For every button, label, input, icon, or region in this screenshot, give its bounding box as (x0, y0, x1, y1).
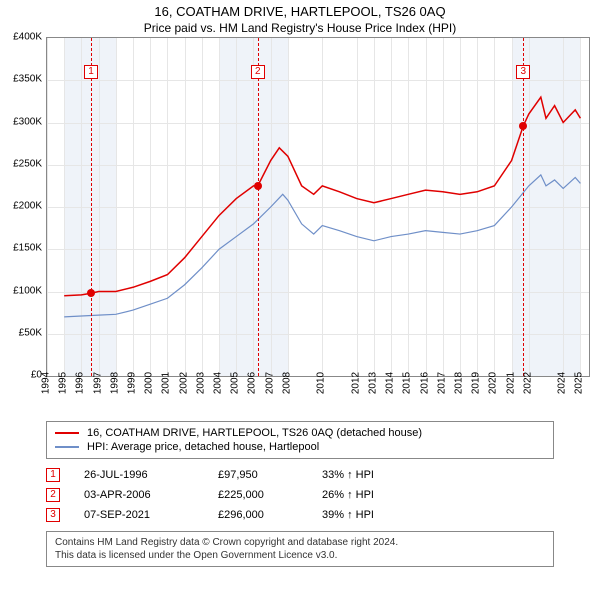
x-tick-label: 2019 (471, 372, 482, 394)
sale-dot (519, 122, 527, 130)
sale-row: 2 03-APR-2006 £225,000 26% ↑ HPI (46, 485, 554, 505)
sale-vline (258, 38, 259, 376)
legend: 16, COATHAM DRIVE, HARTLEPOOL, TS26 0AQ … (46, 421, 554, 459)
x-tick-label: 2002 (178, 372, 189, 394)
legend-label: HPI: Average price, detached house, Hart… (87, 441, 319, 453)
y-tick-label: £100K (13, 285, 42, 296)
sale-delta: 26% ↑ HPI (322, 489, 412, 501)
legend-swatch (55, 432, 79, 434)
sale-badge: 1 (46, 468, 60, 482)
y-tick-label: £50K (19, 327, 42, 338)
x-tick-label: 2005 (230, 372, 241, 394)
x-tick-label: 2025 (574, 372, 585, 394)
sale-vline (91, 38, 92, 376)
page-title: 16, COATHAM DRIVE, HARTLEPOOL, TS26 0AQ (0, 4, 600, 19)
x-tick-label: 1995 (58, 372, 69, 394)
titles-block: 16, COATHAM DRIVE, HARTLEPOOL, TS26 0AQ … (0, 0, 600, 37)
x-tick-label: 2016 (419, 372, 430, 394)
sale-marker-badge: 1 (84, 65, 98, 79)
x-tick-label: 2017 (436, 372, 447, 394)
chart-area: £0£50K£100K£150K£200K£250K£300K£350K£400… (0, 37, 600, 417)
sale-marker-badge: 3 (516, 65, 530, 79)
sale-delta: 39% ↑ HPI (322, 509, 412, 521)
x-tick-label: 2024 (557, 372, 568, 394)
legend-row: HPI: Average price, detached house, Hart… (55, 440, 545, 454)
legend-row: 16, COATHAM DRIVE, HARTLEPOOL, TS26 0AQ … (55, 426, 545, 440)
chart-container: 16, COATHAM DRIVE, HARTLEPOOL, TS26 0AQ … (0, 0, 600, 590)
x-tick-label: 1998 (109, 372, 120, 394)
sale-date: 03-APR-2006 (84, 489, 194, 501)
x-tick-label: 2001 (161, 372, 172, 394)
x-tick-label: 2010 (316, 372, 327, 394)
x-tick-label: 1997 (92, 372, 103, 394)
x-tick-label: 2007 (264, 372, 275, 394)
x-tick-label: 2020 (488, 372, 499, 394)
page-subtitle: Price paid vs. HM Land Registry's House … (0, 21, 600, 35)
x-tick-label: 2003 (195, 372, 206, 394)
y-tick-label: £250K (13, 158, 42, 169)
x-tick-label: 2008 (281, 372, 292, 394)
y-tick-label: £400K (13, 32, 42, 43)
plot-area: 1 2 3 (46, 37, 590, 377)
x-tick-label: 2015 (402, 372, 413, 394)
sale-delta: 33% ↑ HPI (322, 469, 412, 481)
footer-line-1: Contains HM Land Registry data © Crown c… (55, 536, 545, 549)
y-tick-label: £200K (13, 201, 42, 212)
x-tick-label: 2012 (350, 372, 361, 394)
x-tick-label: 2006 (247, 372, 258, 394)
sale-marker-badge: 2 (251, 65, 265, 79)
x-tick-label: 2022 (522, 372, 533, 394)
sales-table: 1 26-JUL-1996 £97,950 33% ↑ HPI 2 03-APR-2006… (46, 465, 554, 525)
sale-price: £296,000 (218, 509, 298, 521)
x-tick-label: 2013 (367, 372, 378, 394)
y-tick-label: £350K (13, 74, 42, 85)
series-hpi (64, 175, 580, 317)
sale-date: 26-JUL-1996 (84, 469, 194, 481)
sale-dot (87, 289, 95, 297)
legend-label: 16, COATHAM DRIVE, HARTLEPOOL, TS26 0AQ … (87, 427, 422, 439)
x-tick-label: 1999 (127, 372, 138, 394)
sale-price: £97,950 (218, 469, 298, 481)
sale-vline (523, 38, 524, 376)
y-tick-label: £150K (13, 243, 42, 254)
sale-row: 3 07-SEP-2021 £296,000 39% ↑ HPI (46, 505, 554, 525)
series-property (64, 97, 580, 296)
x-tick-label: 2021 (505, 372, 516, 394)
sale-row: 1 26-JUL-1996 £97,950 33% ↑ HPI (46, 465, 554, 485)
attribution-footer: Contains HM Land Registry data © Crown c… (46, 531, 554, 567)
x-axis: 1994199519961997199819992000200120022003… (46, 379, 590, 417)
y-axis: £0£50K£100K£150K£200K£250K£300K£350K£400… (0, 37, 46, 377)
y-tick-label: £300K (13, 116, 42, 127)
legend-swatch (55, 446, 79, 448)
x-tick-label: 2014 (385, 372, 396, 394)
line-layer (47, 38, 589, 376)
sale-badge: 2 (46, 488, 60, 502)
sale-date: 07-SEP-2021 (84, 509, 194, 521)
footer-line-2: This data is licensed under the Open Gov… (55, 549, 545, 562)
sale-badge: 3 (46, 508, 60, 522)
x-tick-label: 1994 (41, 372, 52, 394)
x-tick-label: 2018 (453, 372, 464, 394)
x-tick-label: 2000 (144, 372, 155, 394)
sale-dot (254, 182, 262, 190)
x-tick-label: 2004 (213, 372, 224, 394)
sale-price: £225,000 (218, 489, 298, 501)
x-tick-label: 1996 (75, 372, 86, 394)
